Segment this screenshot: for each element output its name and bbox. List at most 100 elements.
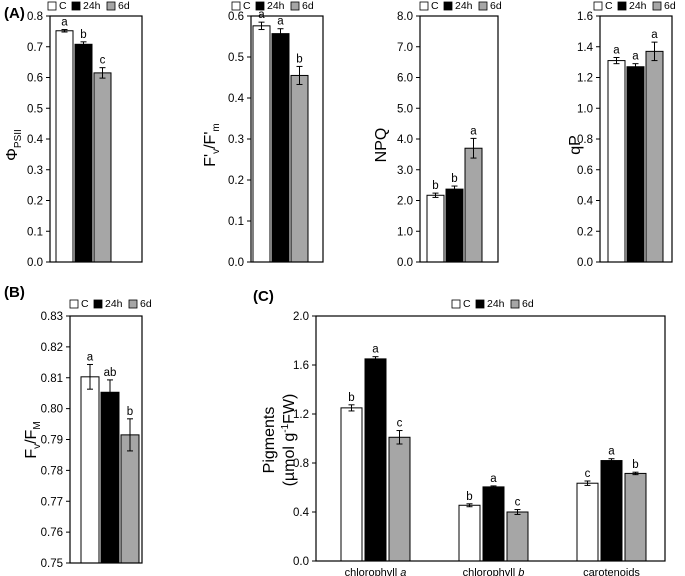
chart-npq: C 24h 6d 0.0 1.0 2.0 3.0 4.0 5.0 6.0 7.0 8.0 b b a NPQ <box>373 0 502 269</box>
significance-letter: b <box>432 180 438 192</box>
y-tick-label: 0.80 <box>41 404 63 416</box>
bar-c <box>576 482 599 562</box>
y-label-part: FW) <box>281 394 298 424</box>
legend-label-24h: 24h <box>105 298 123 310</box>
y-tick-label: 0.2 <box>228 175 244 187</box>
y-label-part: F <box>23 449 40 459</box>
y-axis-label-text: ΦPSII <box>4 129 24 161</box>
y-tick-label: 0.5 <box>228 52 244 64</box>
y-label-main: Φ <box>4 148 21 161</box>
y-tick-label: 0.1 <box>228 216 244 228</box>
legend-label-6d: 6d <box>140 298 152 310</box>
legend: C 24h 6d <box>419 0 502 12</box>
legend: C 24h 6d <box>231 0 314 12</box>
y-tick-label: 1.6 <box>293 360 309 372</box>
legend-swatch-c <box>47 1 57 11</box>
significance-letter: b <box>127 406 133 418</box>
legend-label-24h: 24h <box>629 0 647 12</box>
plot-frame <box>315 315 666 562</box>
legend-label-6d: 6d <box>664 0 676 12</box>
y-tick-label: 0.0 <box>293 556 309 568</box>
y-tick-label: 0.81 <box>41 373 63 385</box>
y-tick-label: 1.0 <box>397 226 413 238</box>
y-label-sub: PSII <box>13 129 24 148</box>
y-tick-label: 0.2 <box>27 196 43 208</box>
legend-swatch-6d <box>510 299 520 309</box>
legend-label-6d: 6d <box>302 0 314 12</box>
legend-swatch-24h <box>443 1 453 11</box>
y-tick-label: 0.0 <box>27 257 43 269</box>
legend-swatch-c <box>231 1 241 11</box>
legend-swatch-c <box>69 299 79 309</box>
significance-letter: c <box>100 55 106 67</box>
legend-label-c: C <box>81 298 89 310</box>
significance-letter: a <box>613 45 620 57</box>
plot-frame <box>69 315 143 564</box>
significance-letter: c <box>515 497 521 509</box>
bar-6d <box>120 434 140 564</box>
legend-swatch-6d <box>290 1 300 11</box>
plot-frame <box>49 15 143 263</box>
legend-label-24h: 24h <box>487 298 505 310</box>
significance-letter: b <box>80 29 86 41</box>
y-tick-label: 2.0 <box>293 311 309 323</box>
significance-letter: a <box>61 17 68 29</box>
y-tick-label: 0.0 <box>577 257 593 269</box>
y-label-part: v <box>211 149 222 154</box>
y-tick-label: 6.0 <box>397 73 413 85</box>
panel-label-b: (B) <box>4 284 25 301</box>
y-label-part: M <box>32 421 43 429</box>
y-axis-label: ΦPSII <box>4 129 24 161</box>
legend: C 24h 6d <box>47 0 130 12</box>
y-tick-label: 1.4 <box>577 42 594 54</box>
bar-c <box>80 376 100 564</box>
legend-swatch-c <box>593 1 603 11</box>
y-tick-label: 0.78 <box>41 465 63 477</box>
y-tick-label: 0.7 <box>27 42 43 54</box>
plot-frame <box>599 15 673 263</box>
bar-24h <box>445 188 464 263</box>
plot-frame <box>250 15 324 263</box>
panel-label-c: (C) <box>253 288 274 305</box>
bar-24h <box>100 391 120 564</box>
y-tick-label: 0.4 <box>228 93 245 105</box>
y-tick-label: 0.8 <box>27 11 43 23</box>
legend-swatch-c <box>451 299 461 309</box>
y-tick-label: 0.6 <box>228 11 244 23</box>
legend: C 24h 6d <box>593 0 676 12</box>
bar-24h <box>364 358 387 562</box>
category-label: carotenoids <box>583 567 640 576</box>
y-tick-label: 0.1 <box>27 226 43 238</box>
category-label: chlorophyll a <box>345 567 407 576</box>
significance-letter: b <box>296 53 302 65</box>
y-tick-label: 1.2 <box>293 409 309 421</box>
bar-24h <box>600 460 623 562</box>
y-axis-label-text: F'v/F'm <box>202 123 222 166</box>
chart-phipsii: C 24h 6d 0.0 0.1 0.2 0.3 0.4 0.5 0.6 0.7 0.8 ab c ΦPSI… <box>4 0 143 269</box>
legend-swatch-24h <box>93 299 103 309</box>
bar-6d <box>506 511 529 562</box>
y-axis-label-line2: (µmol g-1FW) <box>280 394 298 487</box>
legend-label-c: C <box>243 0 251 12</box>
y-tick-label: 1.2 <box>577 73 593 85</box>
significance-letter: b <box>348 392 354 404</box>
y-axis-label-line1: Pigments <box>261 407 278 474</box>
bar-6d <box>645 50 664 263</box>
y-axis-label: Fv/FM <box>23 421 43 458</box>
y-tick-label: 0.6 <box>27 73 43 85</box>
legend-swatch-6d <box>478 1 488 11</box>
y-tick-label: 8.0 <box>397 11 413 23</box>
y-label-part: v <box>32 444 43 449</box>
y-tick-label: 0.83 <box>41 311 63 323</box>
legend-label-c: C <box>59 0 67 12</box>
bar-6d <box>93 72 112 263</box>
bar-6d <box>290 74 309 263</box>
y-tick-label: 0.5 <box>27 103 43 115</box>
significance-letter: a <box>470 125 477 137</box>
chart-fvfm: C 24h 6d 0.75 0.76 0.77 0.78 0.79 0.80 0.81 0.82 0.… <box>23 298 152 570</box>
y-tick-label: 0.0 <box>228 257 244 269</box>
y-tick-label: 0.8 <box>577 134 593 146</box>
y-axis-label: Pigments (µmol g-1FW) <box>261 394 298 487</box>
significance-letter: b <box>451 173 457 185</box>
